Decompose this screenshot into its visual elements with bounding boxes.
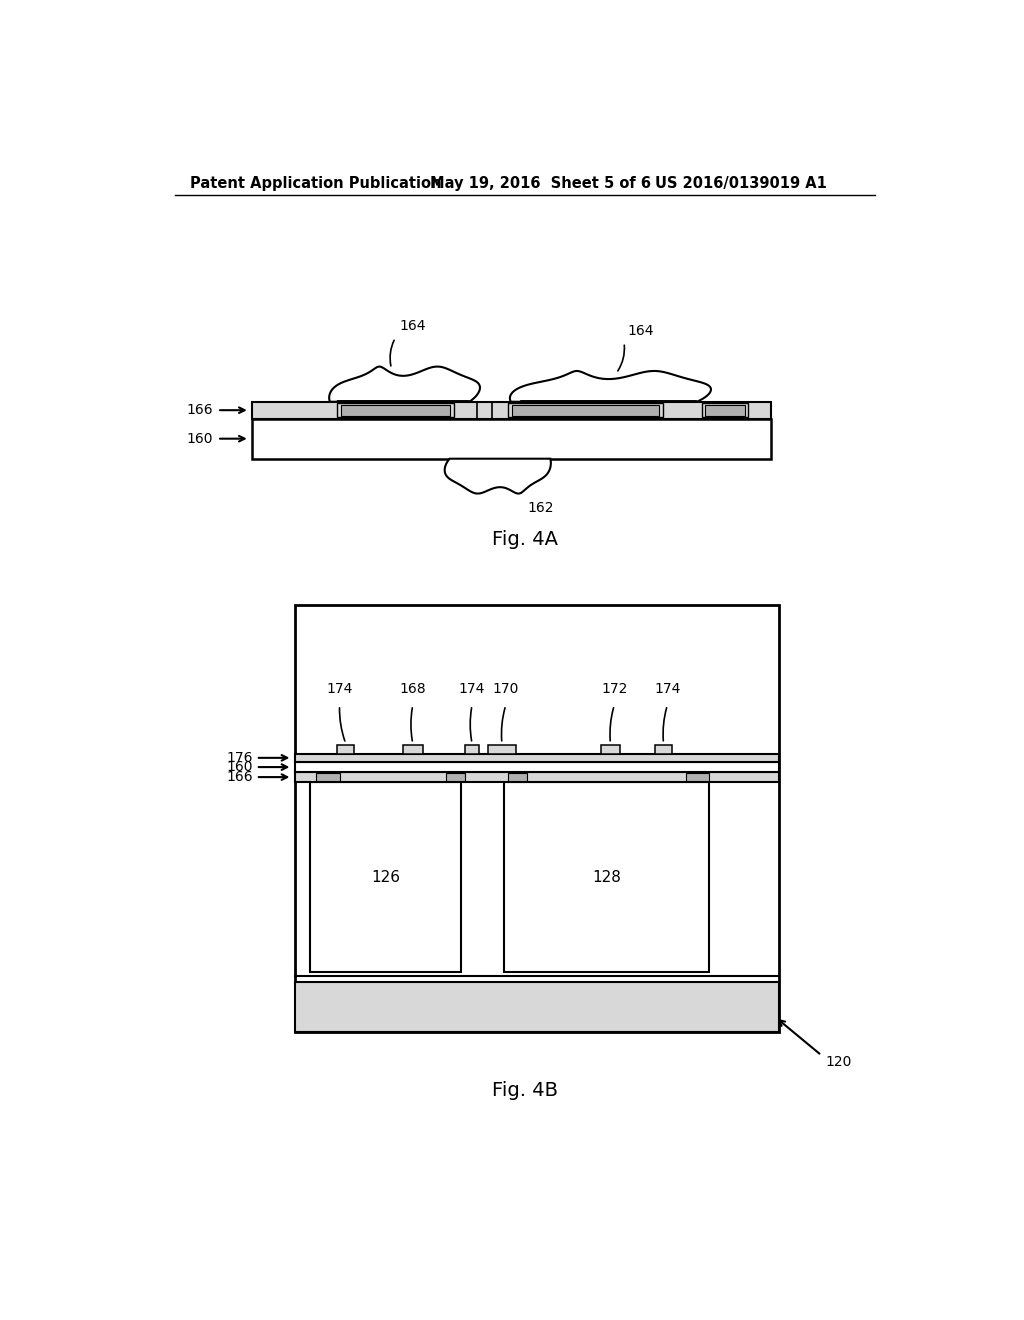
Bar <box>310 781 461 973</box>
Bar <box>686 774 710 781</box>
Text: 164: 164 <box>399 319 426 333</box>
Bar <box>508 774 527 781</box>
Text: US 2016/0139019 A1: US 2016/0139019 A1 <box>655 176 826 190</box>
Bar <box>701 404 748 417</box>
Bar <box>403 744 423 754</box>
Bar <box>316 774 340 781</box>
Bar <box>445 774 465 781</box>
Text: Fig. 4A: Fig. 4A <box>492 531 558 549</box>
Text: 162: 162 <box>527 502 554 515</box>
Text: 126: 126 <box>371 870 400 884</box>
Bar <box>295 754 779 762</box>
Text: 120: 120 <box>825 1055 852 1069</box>
Bar <box>601 744 621 754</box>
Text: Patent Application Publication: Patent Application Publication <box>190 176 441 190</box>
Text: 174: 174 <box>327 682 352 696</box>
Bar <box>252 401 771 418</box>
Bar <box>512 405 658 416</box>
Bar <box>295 762 779 772</box>
Text: 160: 160 <box>226 760 253 774</box>
Text: 128: 128 <box>592 870 621 884</box>
Text: 176: 176 <box>226 751 253 764</box>
Text: 164: 164 <box>628 323 654 338</box>
Bar <box>295 772 779 781</box>
Text: 170: 170 <box>493 682 519 696</box>
Text: 166: 166 <box>186 403 213 417</box>
Bar <box>705 405 744 416</box>
Bar <box>337 744 354 754</box>
Bar <box>465 744 479 754</box>
Text: 168: 168 <box>399 682 426 696</box>
Bar <box>252 418 771 459</box>
Bar <box>337 404 454 417</box>
Bar <box>488 744 515 754</box>
Bar <box>504 781 710 973</box>
Polygon shape <box>444 459 551 494</box>
Bar <box>655 744 672 754</box>
Text: 166: 166 <box>226 770 253 784</box>
Text: May 19, 2016  Sheet 5 of 6: May 19, 2016 Sheet 5 of 6 <box>430 176 651 190</box>
Text: 174: 174 <box>459 682 485 696</box>
Text: 172: 172 <box>601 682 628 696</box>
Polygon shape <box>329 367 480 401</box>
Bar <box>341 405 450 416</box>
Bar <box>295 605 779 1032</box>
Text: 160: 160 <box>186 432 213 446</box>
Text: Fig. 4B: Fig. 4B <box>492 1081 558 1100</box>
Text: 174: 174 <box>654 682 681 696</box>
Bar <box>295 982 779 1032</box>
Bar <box>508 404 663 417</box>
Polygon shape <box>510 371 711 401</box>
